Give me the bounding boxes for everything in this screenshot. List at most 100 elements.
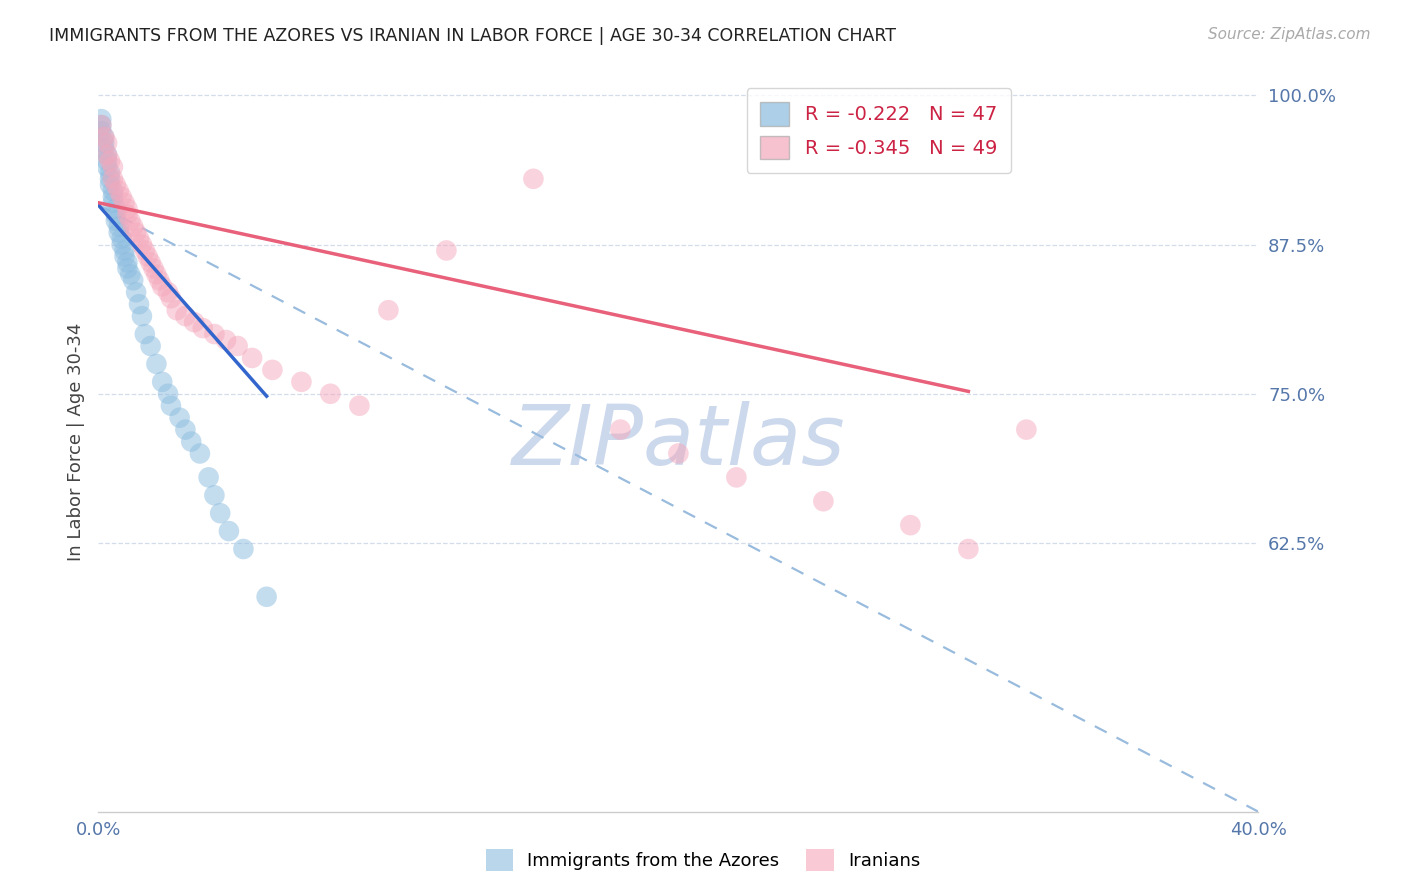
- Point: [98, 166, 121, 180]
- Point: [209, 506, 232, 520]
- Point: [90, 118, 112, 132]
- Point: [160, 399, 183, 413]
- Point: [145, 357, 167, 371]
- Point: [262, 363, 284, 377]
- Point: [157, 285, 180, 300]
- Point: [107, 226, 129, 240]
- Point: [101, 190, 124, 204]
- Point: [117, 208, 139, 222]
- Point: [104, 178, 127, 192]
- Point: [377, 303, 399, 318]
- Point: [204, 488, 226, 502]
- Point: [117, 202, 139, 216]
- Point: [120, 268, 142, 282]
- Point: [104, 202, 127, 216]
- Point: [319, 386, 342, 401]
- Point: [150, 375, 173, 389]
- Point: [96, 148, 118, 162]
- Y-axis label: In Labor Force | Age 30-34: In Labor Force | Age 30-34: [66, 322, 84, 561]
- Point: [96, 148, 118, 162]
- Point: [157, 386, 180, 401]
- Point: [117, 261, 139, 276]
- Point: [136, 250, 159, 264]
- Point: [174, 423, 197, 437]
- Point: [125, 285, 148, 300]
- Point: [107, 184, 129, 198]
- Point: [204, 327, 226, 342]
- Point: [1015, 423, 1038, 437]
- Point: [609, 423, 631, 437]
- Point: [215, 333, 238, 347]
- Point: [111, 190, 132, 204]
- Text: Source: ZipAtlas.com: Source: ZipAtlas.com: [1208, 27, 1371, 42]
- Point: [139, 255, 162, 269]
- Point: [90, 118, 112, 132]
- Point: [96, 160, 118, 174]
- Point: [226, 339, 249, 353]
- Point: [98, 171, 121, 186]
- Point: [96, 136, 118, 150]
- Point: [96, 153, 118, 168]
- Point: [436, 244, 458, 258]
- Point: [128, 231, 150, 245]
- Point: [169, 410, 191, 425]
- Point: [101, 171, 124, 186]
- Point: [122, 273, 145, 287]
- Point: [139, 339, 162, 353]
- Text: ZIPatlas: ZIPatlas: [512, 401, 845, 482]
- Point: [813, 494, 835, 508]
- Point: [93, 130, 115, 145]
- Point: [101, 184, 124, 198]
- Point: [191, 321, 214, 335]
- Point: [240, 351, 263, 365]
- Point: [114, 250, 136, 264]
- Point: [117, 255, 139, 269]
- Point: [98, 153, 121, 168]
- Point: [160, 291, 183, 305]
- Point: [104, 213, 127, 227]
- Point: [197, 470, 219, 484]
- Point: [666, 446, 689, 460]
- Point: [256, 590, 278, 604]
- Point: [120, 213, 142, 227]
- Legend: Immigrants from the Azores, Iranians: Immigrants from the Azores, Iranians: [478, 842, 928, 879]
- Point: [134, 327, 156, 342]
- Point: [900, 518, 922, 533]
- Point: [180, 434, 202, 449]
- Point: [290, 375, 312, 389]
- Point: [104, 208, 127, 222]
- Point: [93, 130, 115, 145]
- Point: [101, 195, 124, 210]
- Point: [145, 268, 167, 282]
- Point: [232, 541, 254, 556]
- Point: [125, 226, 148, 240]
- Point: [90, 124, 112, 138]
- Point: [111, 231, 132, 245]
- Point: [134, 244, 156, 258]
- Text: IMMIGRANTS FROM THE AZORES VS IRANIAN IN LABOR FORCE | AGE 30-34 CORRELATION CHA: IMMIGRANTS FROM THE AZORES VS IRANIAN IN…: [49, 27, 896, 45]
- Point: [114, 244, 136, 258]
- Point: [725, 470, 748, 484]
- Point: [128, 297, 150, 311]
- Point: [142, 261, 165, 276]
- Point: [150, 279, 173, 293]
- Point: [111, 237, 132, 252]
- Point: [93, 142, 115, 156]
- Point: [174, 309, 197, 323]
- Point: [131, 237, 153, 252]
- Point: [114, 195, 136, 210]
- Point: [166, 303, 188, 318]
- Point: [957, 541, 980, 556]
- Point: [131, 309, 153, 323]
- Point: [101, 160, 124, 174]
- Point: [90, 112, 112, 127]
- Point: [349, 399, 371, 413]
- Point: [522, 171, 544, 186]
- Point: [122, 219, 145, 234]
- Point: [218, 524, 240, 538]
- Point: [107, 219, 129, 234]
- Legend: R = -0.222   N = 47, R = -0.345   N = 49: R = -0.222 N = 47, R = -0.345 N = 49: [747, 88, 1011, 173]
- Point: [148, 273, 170, 287]
- Point: [93, 136, 115, 150]
- Point: [183, 315, 205, 329]
